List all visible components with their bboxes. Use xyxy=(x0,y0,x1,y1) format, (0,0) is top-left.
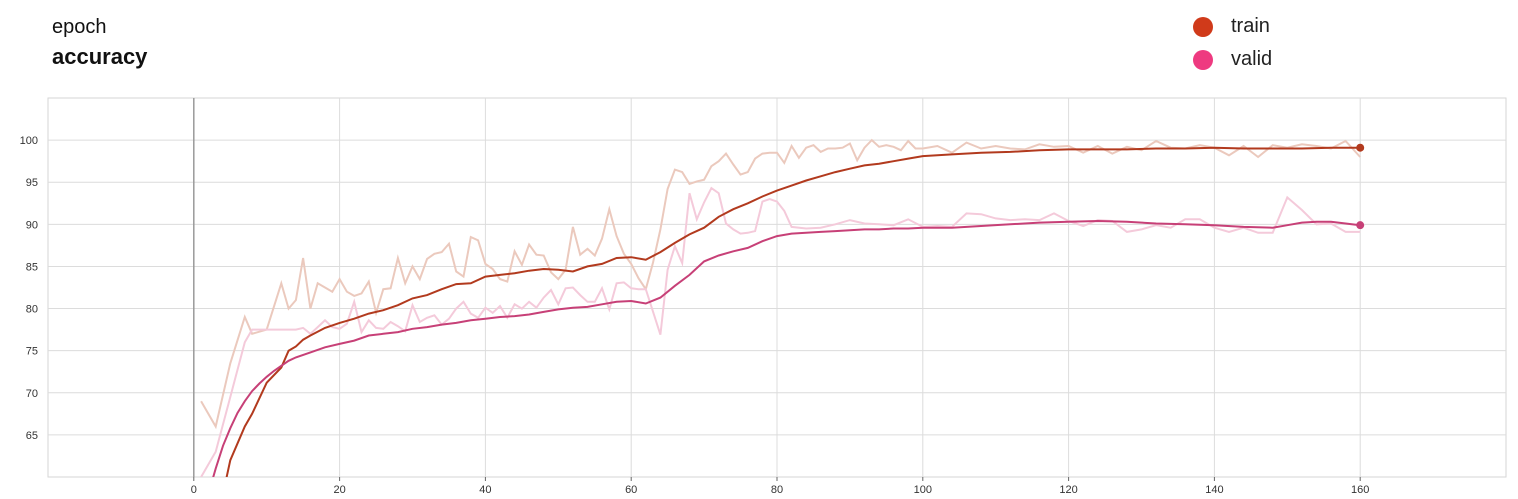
valid-raw-line xyxy=(200,186,1361,477)
valid-last-point xyxy=(1356,221,1365,230)
x-tick-label-40: 40 xyxy=(479,484,491,496)
grid xyxy=(47,97,1507,478)
x-tick-label-140: 140 xyxy=(1205,484,1223,496)
x-tick-label-20: 20 xyxy=(333,484,345,496)
y-tick-label-75: 75 xyxy=(26,346,38,358)
y-tick-label-65: 65 xyxy=(26,430,38,442)
y-tick-label-90: 90 xyxy=(26,219,38,231)
x-tick-label-0: 0 xyxy=(191,484,197,496)
x-tick-label-60: 60 xyxy=(625,484,637,496)
x-axis-title: epoch xyxy=(52,16,107,38)
y-tick-labels: 65 70 75 80 85 90 95 100 xyxy=(20,135,38,442)
y-axis-title: accuracy xyxy=(52,44,148,69)
x-tick-label-120: 120 xyxy=(1059,484,1077,496)
x-tick-label-100: 100 xyxy=(914,484,932,496)
y-tick-label-85: 85 xyxy=(26,261,38,273)
valid-smoothed-line xyxy=(212,219,1361,477)
x-tick-label-80: 80 xyxy=(771,484,783,496)
legend-item-valid[interactable]: valid xyxy=(1193,43,1272,76)
legend-item-train[interactable]: train xyxy=(1193,10,1272,43)
valid-swatch-icon xyxy=(1193,49,1213,70)
train-raw-line xyxy=(200,138,1361,430)
legend: train valid xyxy=(1193,10,1272,76)
y-tick-label-100: 100 xyxy=(20,135,38,147)
legend-label-valid: valid xyxy=(1231,48,1273,70)
x-tick-labels: 0 20 40 60 80 100 120 140 160 xyxy=(191,477,1369,496)
y-tick-label-80: 80 xyxy=(26,304,38,316)
legend-label-train: train xyxy=(1231,15,1270,37)
x-tick-label-160: 160 xyxy=(1351,484,1369,496)
y-tick-label-70: 70 xyxy=(26,388,38,400)
train-last-point xyxy=(1356,143,1365,152)
series-lines xyxy=(200,138,1365,477)
train-swatch-icon xyxy=(1193,16,1213,37)
y-tick-label-95: 95 xyxy=(26,177,38,189)
train-smoothed-line xyxy=(225,146,1361,477)
